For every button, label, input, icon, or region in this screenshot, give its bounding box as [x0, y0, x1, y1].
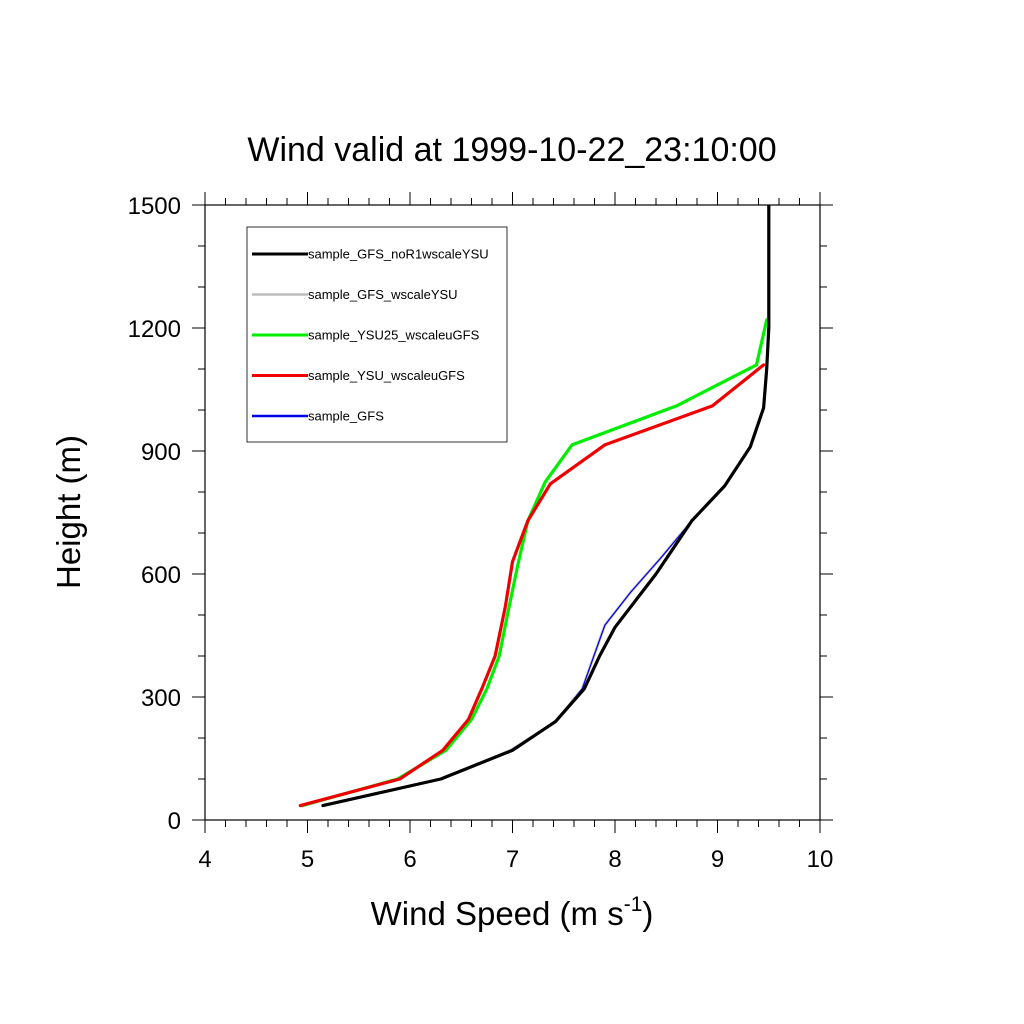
chart-title: Wind valid at 1999-10-22_23:10:00 — [247, 131, 776, 169]
y-tick-label: 0 — [168, 808, 181, 835]
series-lines — [298, 205, 771, 808]
x-axis-label-superscript: -1 — [624, 893, 643, 916]
plot-frame — [204, 204, 821, 821]
tick-labels: 4 5 6 7 8 9 10 0 300 600 900 1200 1500 — [128, 193, 834, 873]
x-tick-label: 10 — [807, 846, 834, 873]
y-tick-label: 600 — [141, 562, 181, 589]
legend-label: sample_GFS — [308, 409, 384, 424]
x-tick-label: 9 — [711, 846, 724, 873]
x-axis-label: Wind Speed (m s-1) — [371, 893, 654, 932]
y-tick-label: 1500 — [128, 193, 181, 220]
legend-label: sample_GFS_noR1wscaleYSU — [308, 247, 489, 262]
x-tick-label: 5 — [301, 846, 314, 873]
series-line-0 — [321, 205, 771, 808]
x-axis-label-main: Wind Speed (m s — [371, 895, 624, 932]
x-tick-label: 4 — [198, 846, 211, 873]
x-axis-label-end: ) — [642, 895, 653, 932]
y-tick-label: 900 — [141, 439, 181, 466]
axis-ticks — [192, 192, 833, 833]
legend-label: sample_YSU25_wscaleuGFS — [308, 328, 480, 343]
x-tick-label: 8 — [608, 846, 621, 873]
x-tick-label: 7 — [506, 846, 519, 873]
y-axis-label: Height (m) — [50, 435, 87, 589]
legend-entries: sample_GFS_noR1wscaleYSU sample_GFS_wscal… — [252, 247, 489, 424]
x-tick-label: 6 — [403, 846, 416, 873]
legend: sample_GFS_noR1wscaleYSU sample_GFS_wscal… — [246, 226, 508, 443]
legend-label: sample_YSU_wscaleuGFS — [308, 368, 465, 383]
y-tick-label: 300 — [141, 685, 181, 712]
y-tick-label: 1200 — [128, 316, 181, 343]
series-line-3 — [298, 363, 766, 808]
series-line-2 — [300, 318, 769, 808]
legend-label: sample_GFS_wscaleYSU — [308, 287, 458, 302]
